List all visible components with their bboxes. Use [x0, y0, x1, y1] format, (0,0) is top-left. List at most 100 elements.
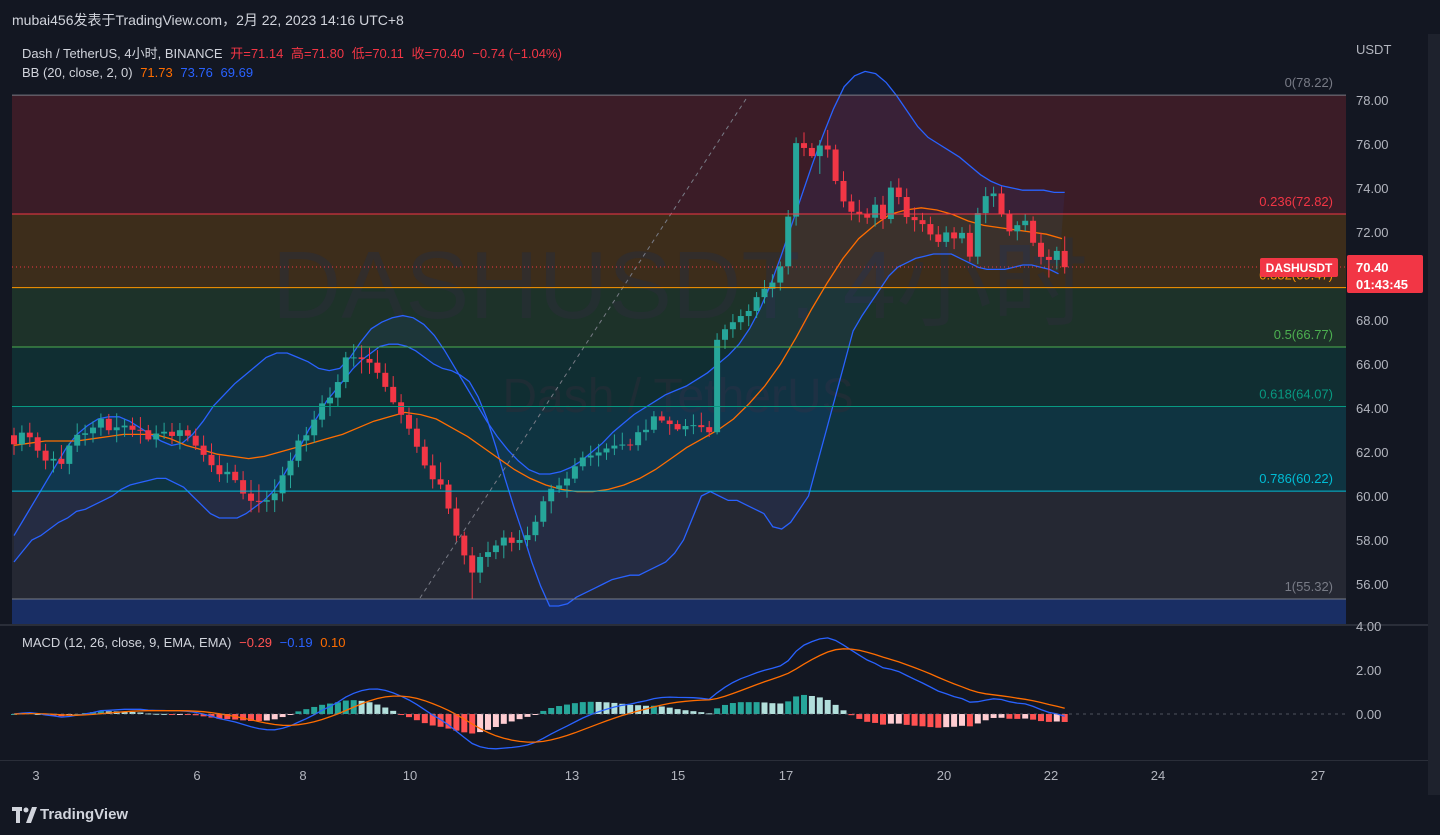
- candle[interactable]: [208, 443, 215, 473]
- tradingview-brand[interactable]: TradingView: [40, 806, 129, 823]
- candle[interactable]: [579, 451, 586, 471]
- candle[interactable]: [295, 434, 302, 468]
- candle[interactable]: [42, 443, 49, 470]
- candle[interactable]: [113, 413, 120, 443]
- candle[interactable]: [263, 490, 270, 512]
- candle[interactable]: [935, 226, 942, 247]
- candle[interactable]: [595, 443, 602, 467]
- candle[interactable]: [832, 144, 839, 185]
- tradingview-logo-icon[interactable]: [12, 807, 38, 823]
- candle[interactable]: [421, 439, 428, 469]
- candle[interactable]: [753, 292, 760, 319]
- candle[interactable]: [82, 424, 89, 446]
- candle[interactable]: [248, 479, 254, 513]
- candle[interactable]: [998, 186, 1005, 217]
- candle[interactable]: [698, 412, 705, 433]
- candle[interactable]: [121, 419, 128, 437]
- candle[interactable]: [951, 227, 958, 250]
- symbol-title[interactable]: Dash / TetherUS, 4小时, BINANCE: [22, 46, 223, 61]
- candle[interactable]: [26, 422, 33, 447]
- candle[interactable]: [887, 181, 894, 224]
- candle[interactable]: [97, 413, 104, 436]
- candle[interactable]: [90, 421, 96, 443]
- candle[interactable]: [880, 195, 886, 229]
- candle[interactable]: [1030, 216, 1037, 247]
- candle[interactable]: [722, 324, 728, 350]
- candle[interactable]: [287, 452, 294, 489]
- candle[interactable]: [492, 540, 499, 560]
- candle[interactable]: [358, 345, 365, 374]
- candle[interactable]: [737, 309, 744, 330]
- candle[interactable]: [129, 417, 136, 437]
- candle[interactable]: [279, 466, 286, 502]
- candle[interactable]: [990, 186, 997, 207]
- candle[interactable]: [658, 411, 665, 423]
- candle[interactable]: [729, 314, 736, 338]
- candle[interactable]: [429, 454, 436, 489]
- candle[interactable]: [943, 226, 950, 247]
- candle[interactable]: [216, 455, 223, 482]
- candle[interactable]: [184, 425, 191, 442]
- candle[interactable]: [571, 458, 578, 484]
- candle[interactable]: [66, 442, 73, 475]
- candle[interactable]: [406, 407, 412, 435]
- candle[interactable]: [603, 443, 610, 460]
- candle[interactable]: [1053, 246, 1060, 270]
- candle[interactable]: [903, 188, 910, 224]
- candle[interactable]: [1038, 232, 1044, 265]
- candle[interactable]: [816, 140, 823, 174]
- candle[interactable]: [911, 207, 918, 232]
- candle[interactable]: [666, 416, 673, 435]
- candle[interactable]: [34, 432, 41, 458]
- candle[interactable]: [445, 479, 452, 515]
- candle[interactable]: [864, 208, 871, 224]
- candle[interactable]: [342, 351, 349, 389]
- macd-axis[interactable]: [1346, 626, 1428, 760]
- candle[interactable]: [240, 471, 247, 500]
- bb-label[interactable]: BB (20, close, 2, 0): [22, 65, 133, 80]
- candle[interactable]: [714, 333, 721, 435]
- candle[interactable]: [959, 227, 965, 244]
- candle[interactable]: [271, 479, 278, 513]
- candle[interactable]: [516, 530, 523, 551]
- candle[interactable]: [232, 464, 239, 483]
- candle[interactable]: [200, 435, 207, 462]
- candle[interactable]: [105, 413, 112, 435]
- time-axis[interactable]: [0, 761, 1346, 789]
- candle[interactable]: [311, 410, 318, 443]
- candles[interactable]: [11, 129, 1068, 599]
- candle[interactable]: [524, 526, 531, 547]
- candle[interactable]: [643, 419, 649, 441]
- candle[interactable]: [74, 423, 81, 452]
- candle[interactable]: [619, 432, 626, 450]
- candle[interactable]: [169, 422, 175, 445]
- price-axis[interactable]: [1346, 34, 1428, 624]
- candle[interactable]: [966, 224, 973, 262]
- candle[interactable]: [11, 427, 17, 455]
- candle[interactable]: [374, 350, 381, 379]
- candle[interactable]: [856, 199, 863, 223]
- candle[interactable]: [706, 420, 713, 438]
- candle[interactable]: [224, 462, 231, 483]
- pane-divider[interactable]: [0, 624, 1440, 626]
- macd-pane[interactable]: [11, 637, 1068, 750]
- candle[interactable]: [777, 261, 784, 291]
- candle[interactable]: [872, 197, 879, 227]
- candle[interactable]: [334, 374, 341, 407]
- candle[interactable]: [398, 394, 405, 424]
- candle[interactable]: [808, 143, 815, 158]
- candle[interactable]: [548, 484, 555, 514]
- candle[interactable]: [366, 347, 373, 374]
- candle[interactable]: [319, 395, 326, 428]
- candle[interactable]: [153, 425, 160, 448]
- candle[interactable]: [390, 376, 397, 405]
- candle[interactable]: [840, 171, 847, 208]
- candle[interactable]: [453, 497, 460, 542]
- candle[interactable]: [18, 425, 25, 452]
- candle[interactable]: [461, 531, 468, 565]
- candle[interactable]: [350, 344, 357, 367]
- macd-label[interactable]: MACD (12, 26, close, 9, EMA, EMA): [22, 635, 232, 650]
- candle[interactable]: [413, 418, 420, 453]
- candle[interactable]: [793, 137, 800, 226]
- candle[interactable]: [137, 417, 144, 444]
